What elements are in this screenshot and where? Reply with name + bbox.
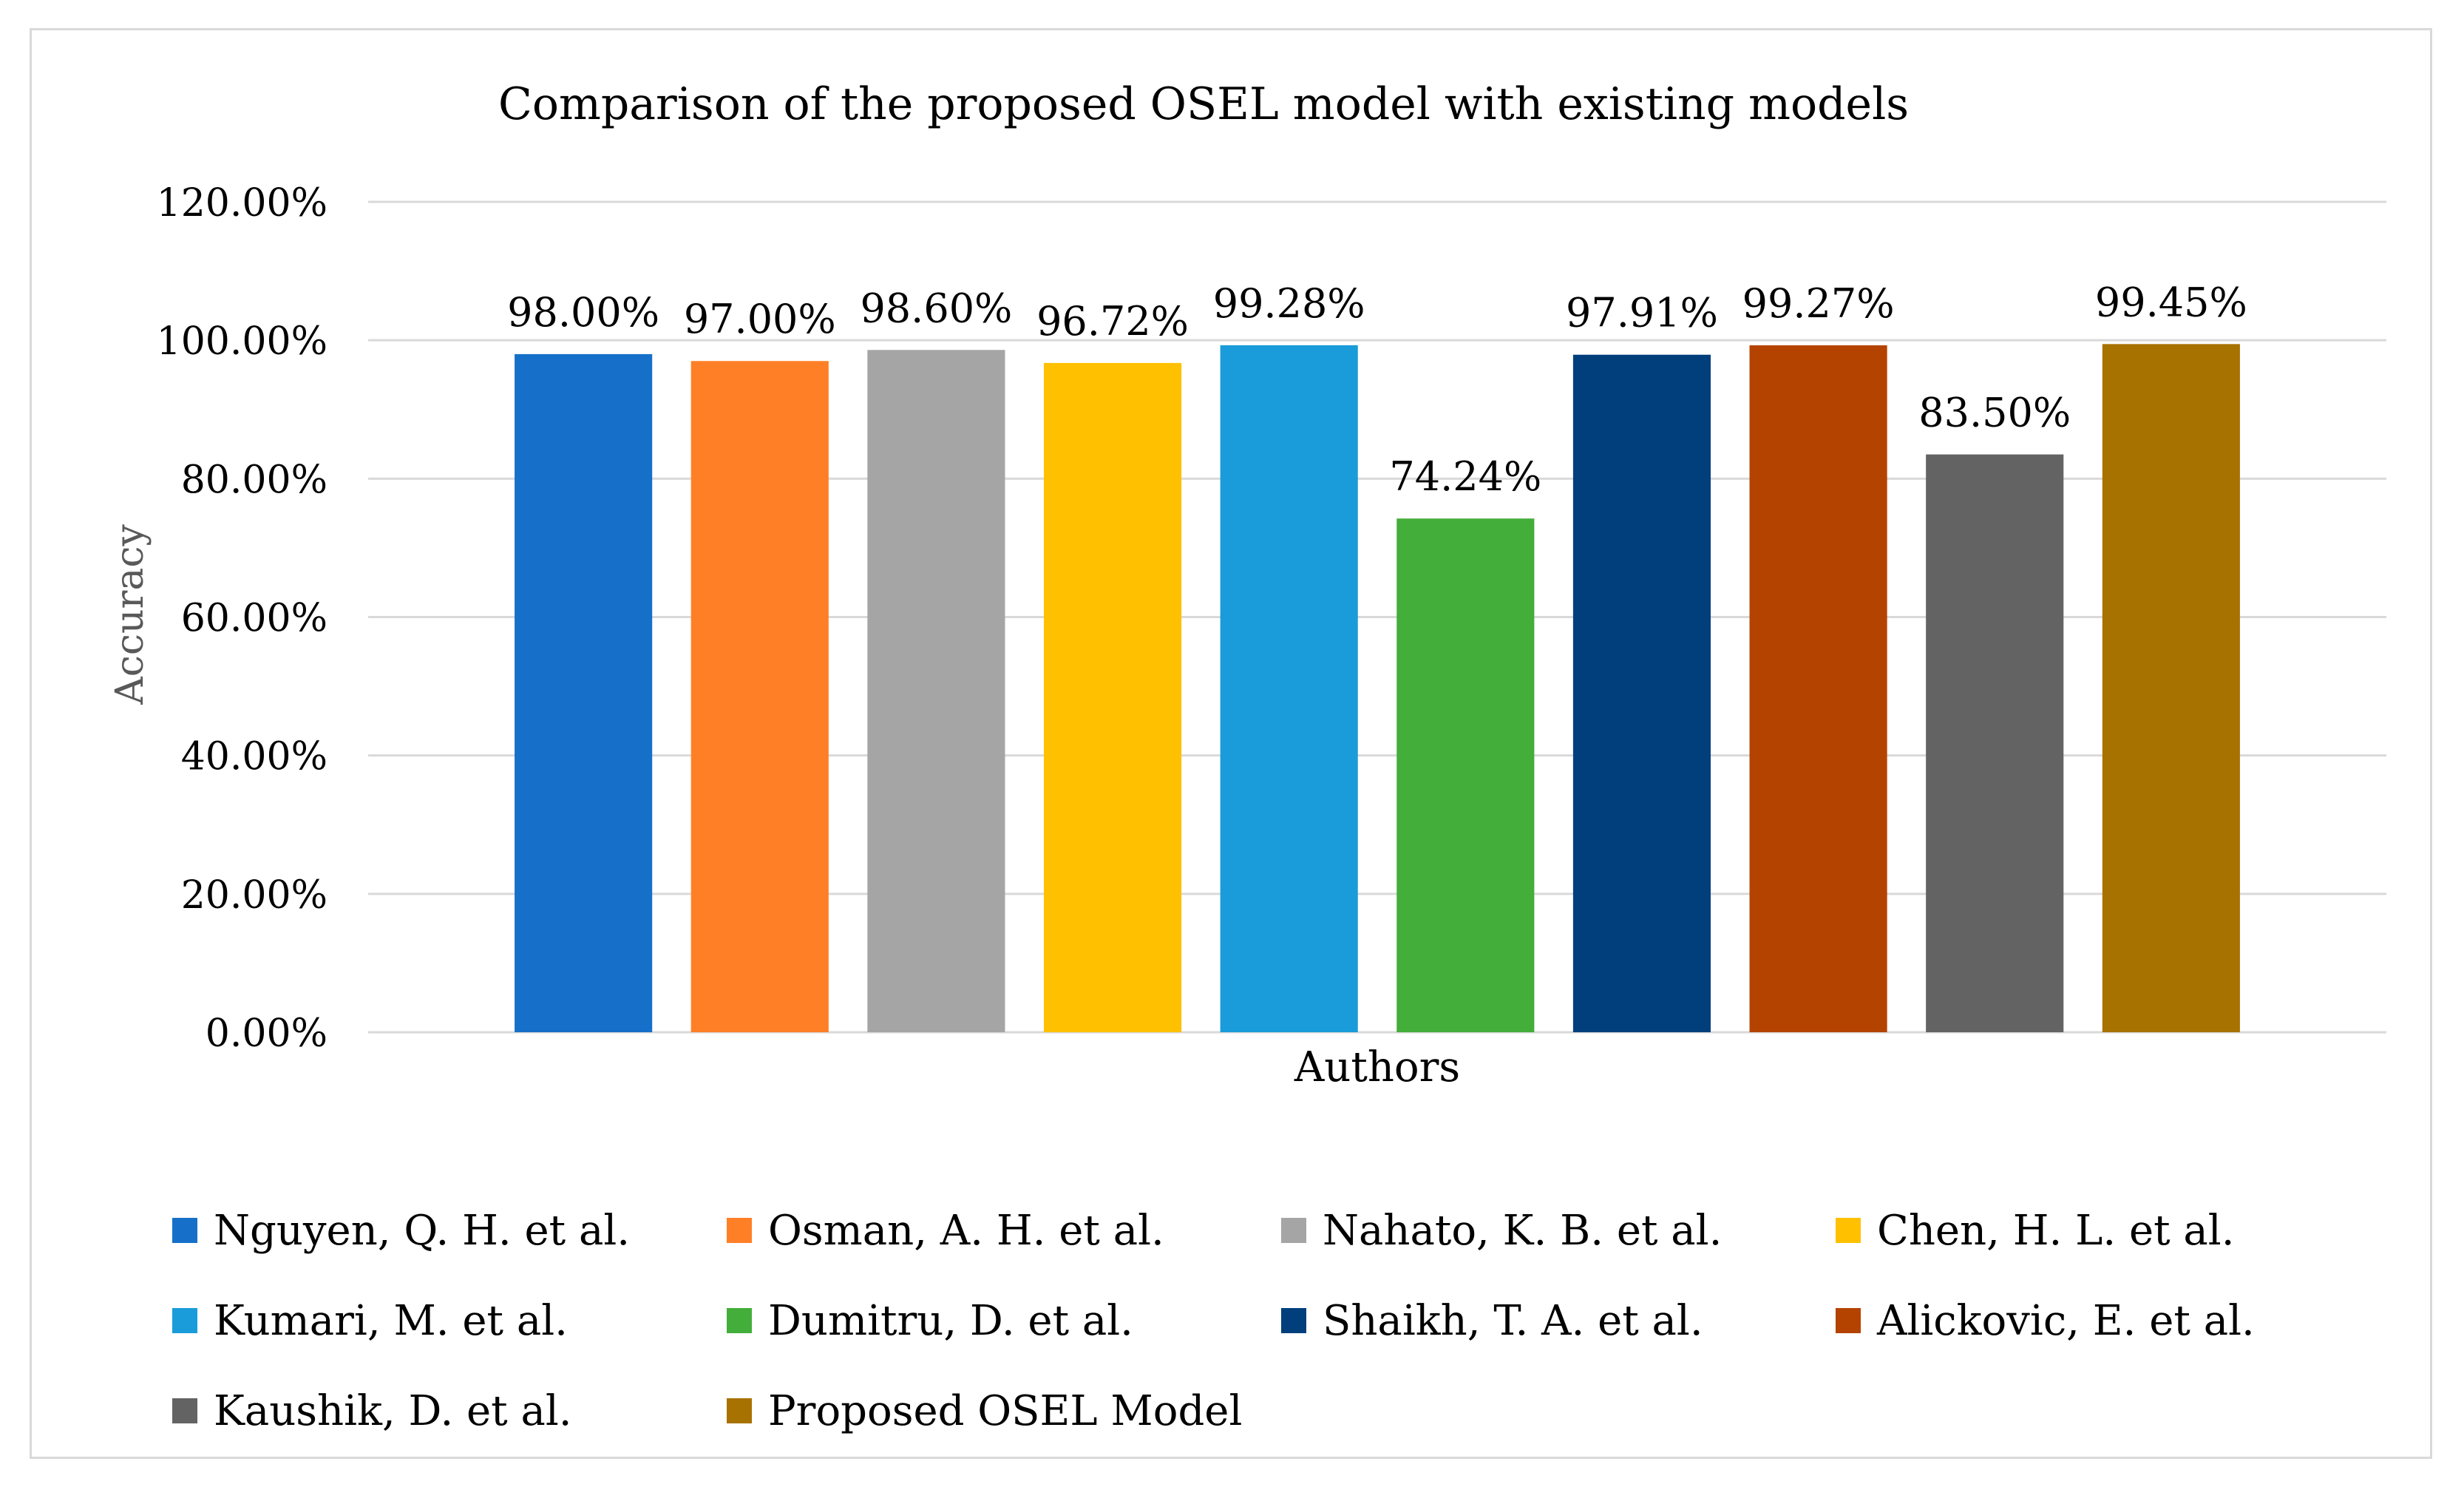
bar-value-label: 98.60% [860, 285, 1012, 331]
x-axis-label: Authors [1294, 1043, 1460, 1091]
bar [1043, 362, 1182, 1032]
bar-value-label: 74.24% [1389, 453, 1541, 500]
legend-swatch [1836, 1308, 1861, 1333]
legend: Nguyen, Q. H. et al. Osman, A. H. et al. N… [172, 1185, 2316, 1456]
y-tick-label: 20.00% [181, 873, 327, 918]
legend-item: Chen, H. L. et al. [1836, 1185, 2316, 1276]
y-tick-label: 0.00% [206, 1012, 327, 1056]
bar [2102, 344, 2240, 1033]
bar-value-label: 97.00% [684, 296, 836, 342]
bar [1220, 345, 1358, 1032]
chart-title: Comparison of the proposed OSEL model wi… [498, 78, 1909, 130]
bar-value-label: 96.72% [1036, 298, 1189, 345]
legend-item: Kumari, M. et al. [172, 1276, 727, 1366]
legend-item: Shaikh, T. A. et al. [1281, 1276, 1836, 1366]
y-tick-label: 80.00% [181, 458, 327, 502]
legend-swatch [727, 1308, 752, 1333]
y-tick-label: 60.00% [181, 597, 327, 641]
data-labels: 98.00% 97.00% 98.60% 96.72% 99.28% 74.24% 97.9… [507, 279, 2247, 500]
legend-label: Proposed OSEL Model [768, 1386, 1243, 1435]
legend-label: Shaikh, T. A. et al. [1323, 1296, 1703, 1345]
legend-swatch [172, 1308, 197, 1333]
legend-label: Kaushik, D. et al. [214, 1386, 572, 1435]
legend-swatch [727, 1218, 752, 1243]
legend-item: Nahato, K. B. et al. [1281, 1185, 1836, 1276]
legend-swatch [1281, 1218, 1306, 1243]
legend-item: Kaushik, D. et al. [172, 1366, 727, 1456]
legend-label: Alickovic, E. et al. [1877, 1296, 2255, 1345]
bar [1396, 518, 1535, 1032]
y-axis-ticks: 0.00% 20.00% 40.00% 60.00% 80.00% 100.00% 120.… [157, 181, 327, 1056]
bar [515, 353, 653, 1033]
bar-chart: Comparison of the proposed OSEL model wi… [108, 78, 2386, 1091]
bar-value-label: 99.28% [1213, 280, 1365, 327]
legend-label: Nguyen, Q. H. et al. [214, 1206, 631, 1255]
bar [867, 350, 1005, 1033]
bar-value-label: 99.45% [2095, 279, 2247, 325]
legend-label: Nahato, K. B. et al. [1323, 1206, 1723, 1255]
legend-item: Nguyen, Q. H. et al. [172, 1185, 727, 1276]
legend-swatch [727, 1398, 752, 1423]
legend-item: Proposed OSEL Model [727, 1366, 1281, 1456]
legend-item: Osman, A. H. et al. [727, 1185, 1281, 1276]
legend-swatch [1281, 1308, 1306, 1333]
y-tick-label: 120.00% [157, 181, 327, 226]
y-tick-label: 40.00% [181, 735, 327, 779]
legend-label: Kumari, M. et al. [214, 1296, 568, 1345]
legend-label: Dumitru, D. et al. [768, 1296, 1133, 1345]
legend-swatch [172, 1218, 197, 1243]
bar-value-label: 99.27% [1742, 280, 1895, 327]
gridlines [368, 200, 2386, 1034]
chart-frame: Comparison of the proposed OSEL model wi… [30, 28, 2432, 1459]
bar [690, 361, 829, 1032]
bar-value-label: 97.91% [1566, 290, 1718, 336]
bars [515, 344, 2240, 1033]
bar [1749, 345, 1887, 1032]
bar-value-label: 98.00% [507, 289, 659, 336]
legend-item: Dumitru, D. et al. [727, 1276, 1281, 1366]
legend-swatch [1836, 1218, 1861, 1243]
legend-label: Chen, H. L. et al. [1877, 1206, 2235, 1255]
bar [1572, 354, 1711, 1032]
y-axis-label: Accuracy [108, 524, 152, 705]
bar [1926, 454, 2064, 1032]
legend-label: Osman, A. H. et al. [768, 1206, 1164, 1255]
legend-swatch [172, 1398, 197, 1423]
bar-value-label: 83.50% [1918, 390, 2071, 436]
y-tick-label: 100.00% [157, 319, 327, 364]
legend-item: Alickovic, E. et al. [1836, 1276, 2316, 1366]
